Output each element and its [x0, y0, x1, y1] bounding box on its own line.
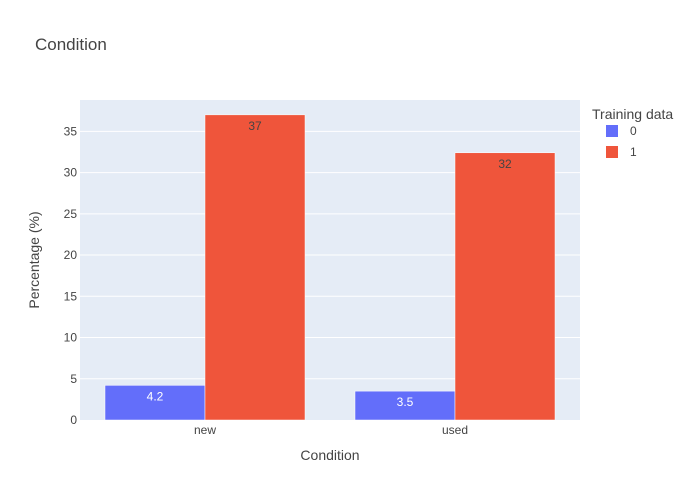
y-tick-label: 35	[64, 124, 78, 138]
bars	[104, 114, 556, 421]
chart-title: Condition	[35, 35, 107, 54]
y-axis-ticks: 0 5 10 15 20 25 30 35	[64, 124, 78, 427]
bar	[454, 152, 556, 421]
y-tick-label: 5	[70, 372, 77, 386]
bar-value-label: 3.5	[397, 395, 414, 409]
y-tick-label: 15	[64, 289, 78, 303]
y-tick-label: 20	[64, 248, 78, 262]
legend-swatch	[606, 146, 618, 158]
bar	[204, 114, 306, 421]
bar-value-label: 32	[498, 157, 512, 171]
legend: Training data 0 1	[592, 106, 673, 159]
y-tick-label: 25	[64, 207, 78, 221]
bar	[354, 390, 456, 421]
y-tick-label: 10	[64, 331, 78, 345]
bar-value-label: 37	[248, 119, 262, 133]
x-axis-ticks: new used	[194, 423, 468, 437]
y-tick-label: 0	[70, 413, 77, 427]
legend-swatch	[606, 125, 618, 137]
x-tick-label: used	[442, 423, 468, 437]
bar-labels: 4.2 37 3.5 32	[147, 119, 512, 409]
legend-label: 0	[630, 124, 637, 138]
y-tick-label: 30	[64, 166, 78, 180]
x-axis-title: Condition	[300, 447, 359, 463]
y-axis-title: Percentage (%)	[26, 211, 42, 308]
bar-value-label: 4.2	[147, 389, 164, 403]
legend-label: 1	[630, 145, 637, 159]
x-tick-label: new	[194, 423, 216, 437]
legend-title: Training data	[592, 106, 673, 122]
